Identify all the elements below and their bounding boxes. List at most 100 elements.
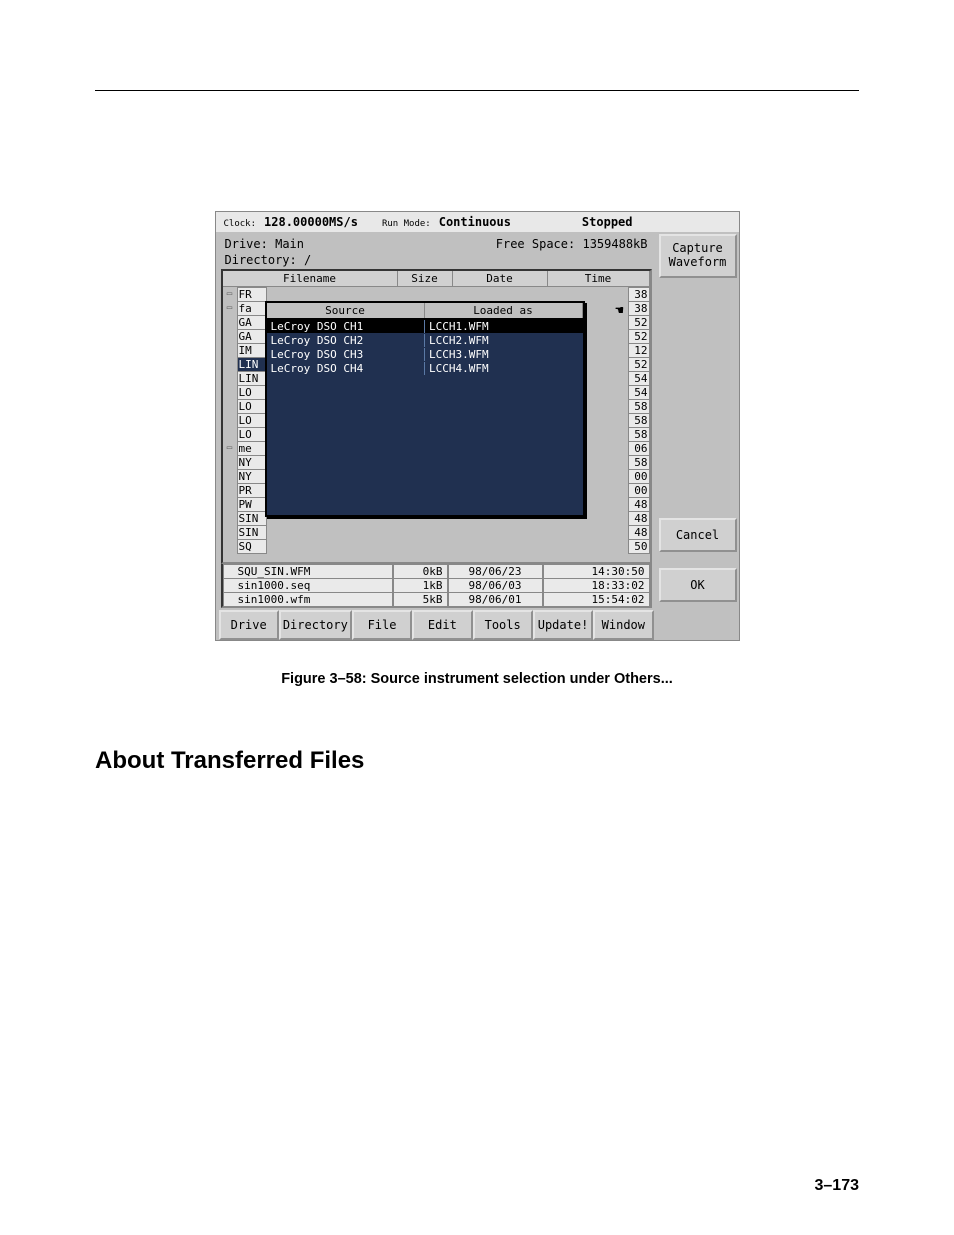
file-time: 18:33:02: [543, 578, 650, 593]
file-row[interactable]: SQU_SIN.WFM0kB98/06/2314:30:50: [223, 564, 650, 578]
col-time: Time: [548, 271, 650, 286]
file-prefix: SQ: [237, 539, 267, 554]
knob-hand-icon: ☚: [615, 303, 623, 319]
loaded-as-name: LCCH2.WFM: [424, 334, 583, 347]
clock-label: Clock:: [224, 219, 257, 229]
time-seconds: 52: [628, 329, 650, 344]
directory-line: Directory: /: [219, 253, 654, 269]
file-date: 98/06/03: [448, 578, 543, 593]
file-size: 5kB: [393, 592, 448, 607]
time-seconds: 58: [628, 413, 650, 428]
file-prefix: PR: [237, 483, 267, 498]
file-prefix: GA: [237, 315, 267, 330]
source-name: LeCroy DSO CH1: [267, 320, 425, 333]
cancel-button[interactable]: Cancel: [659, 518, 737, 552]
popup-col-loadedas: Loaded as: [425, 303, 583, 318]
file-prefix: PW: [237, 497, 267, 512]
file-name: sin1000.seq: [223, 578, 393, 593]
main-row: Drive: Main Free Space: 1359488kB Direct…: [216, 232, 739, 640]
menu-directory[interactable]: Directory: [279, 610, 352, 640]
time-seconds: 38: [628, 301, 650, 316]
file-date: 98/06/23: [448, 564, 543, 579]
time-seconds: 54: [628, 371, 650, 386]
source-option[interactable]: LeCroy DSO CH2LCCH2.WFM: [267, 333, 583, 347]
menu-window[interactable]: Window: [593, 610, 653, 640]
menu-file[interactable]: File: [352, 610, 412, 640]
screenshot-container: Clock: 128.00000MS/s Run Mode: Continuou…: [95, 211, 859, 641]
file-prefix: LO: [237, 385, 267, 400]
detail-rows: SQU_SIN.WFM0kB98/06/2314:30:50sin1000.se…: [221, 564, 652, 608]
file-size: 1kB: [393, 578, 448, 593]
file-size: 0kB: [393, 564, 448, 579]
drive-label: Drive:: [225, 237, 268, 251]
file-prefix: SIN: [237, 511, 267, 526]
menu-drive[interactable]: Drive: [219, 610, 279, 640]
run-state: Stopped: [582, 215, 633, 229]
file-prefix: LIN: [237, 371, 267, 386]
col-date: Date: [453, 271, 548, 286]
file-list[interactable]: Filename Size Date Time ▭FR 38 ▭fa 38 GA 52 GA…: [221, 269, 652, 564]
loaded-as-name: LCCH3.WFM: [424, 348, 583, 361]
source-selection-popup[interactable]: Source Loaded as LeCroy DSO CH1LCCH1.WFM…: [265, 301, 585, 517]
col-size: Size: [398, 271, 453, 286]
source-option-empty: [267, 431, 583, 445]
source-option-empty: [267, 417, 583, 431]
folder-icon: ▭: [223, 303, 237, 313]
popup-header: Source Loaded as: [267, 303, 583, 319]
time-seconds: 48: [628, 497, 650, 512]
loaded-as-name: LCCH1.WFM: [424, 320, 583, 333]
file-prefix: FR: [237, 287, 267, 302]
file-prefix: LO: [237, 399, 267, 414]
source-option-empty: [267, 445, 583, 459]
section-title: About Transferred Files: [95, 747, 859, 775]
source-option[interactable]: LeCroy DSO CH3LCCH3.WFM: [267, 347, 583, 361]
file-prefix: IM: [237, 343, 267, 358]
file-row[interactable]: sin1000.wfm5kB98/06/0115:54:02: [223, 592, 650, 606]
runmode-label: Run Mode:: [382, 219, 431, 229]
file-row-truncated[interactable]: SQ50: [223, 539, 650, 553]
file-row[interactable]: sin1000.seq1kB98/06/0318:33:02: [223, 578, 650, 592]
left-panel: Drive: Main Free Space: 1359488kB Direct…: [216, 232, 657, 640]
time-seconds: 00: [628, 469, 650, 484]
source-option[interactable]: LeCroy DSO CH4LCCH4.WFM: [267, 361, 583, 375]
source-option[interactable]: LeCroy DSO CH1LCCH1.WFM: [267, 319, 583, 333]
menu-tools[interactable]: Tools: [473, 610, 533, 640]
source-option-empty: [267, 375, 583, 389]
page-number: 3–173: [815, 1177, 860, 1195]
file-list-header: Filename Size Date Time: [223, 271, 650, 287]
time-seconds: 58: [628, 427, 650, 442]
bottom-menubar: DriveDirectoryFileEditToolsUpdate!Window: [219, 610, 654, 640]
menu-update[interactable]: Update!: [533, 610, 593, 640]
right-button-column: Capture Waveform Cancel OK x: [657, 232, 739, 640]
source-option-empty: [267, 389, 583, 403]
freespace-value: 1359488kB: [582, 237, 647, 251]
folder-icon: ▭: [223, 289, 237, 299]
time-seconds: 12: [628, 343, 650, 358]
status-bar: Clock: 128.00000MS/s Run Mode: Continuou…: [216, 212, 739, 232]
directory-label: Directory:: [225, 253, 297, 267]
file-prefix: fa: [237, 301, 267, 316]
drive-value: Main: [275, 237, 304, 251]
time-seconds: 38: [628, 287, 650, 302]
menu-edit[interactable]: Edit: [412, 610, 472, 640]
ok-button[interactable]: OK: [659, 568, 737, 602]
source-name: LeCroy DSO CH4: [267, 362, 425, 375]
source-option-empty: [267, 473, 583, 487]
time-seconds: 48: [628, 525, 650, 540]
file-prefix: LIN: [237, 357, 267, 372]
time-seconds: 52: [628, 315, 650, 330]
file-prefix: SIN: [237, 525, 267, 540]
source-option-empty: [267, 501, 583, 515]
source-option-empty: [267, 403, 583, 417]
file-prefix: NY: [237, 469, 267, 484]
source-name: LeCroy DSO CH3: [267, 348, 425, 361]
file-prefix: GA: [237, 329, 267, 344]
file-row-truncated[interactable]: SIN 48: [223, 525, 650, 539]
col-filename: Filename: [223, 271, 398, 286]
file-name: sin1000.wfm: [223, 592, 393, 607]
clock-value: 128.00000MS/s: [264, 215, 358, 229]
file-row-truncated[interactable]: ▭FR 38: [223, 287, 650, 301]
time-seconds: 58: [628, 399, 650, 414]
top-rule: [95, 90, 859, 91]
capture-waveform-button[interactable]: Capture Waveform: [659, 234, 737, 278]
